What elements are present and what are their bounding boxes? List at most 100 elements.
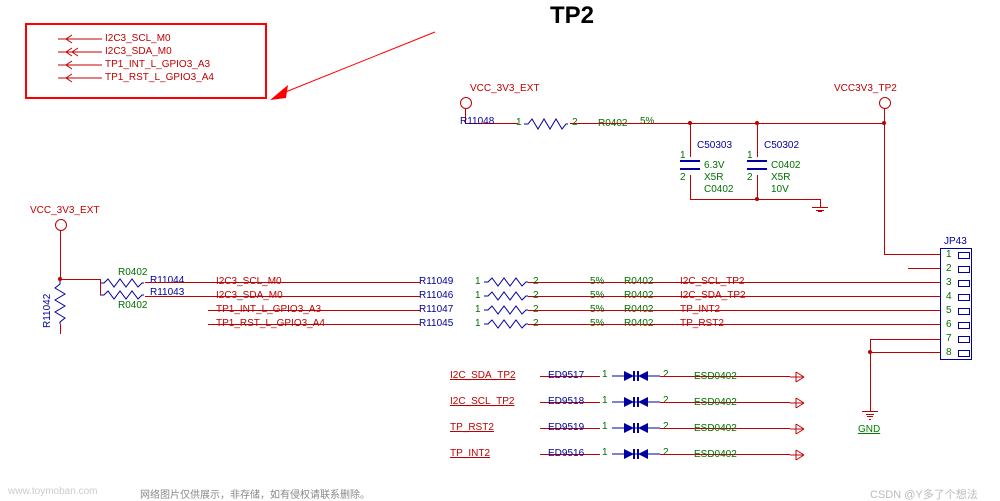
- pin-num: 1: [680, 150, 686, 161]
- watermark-right: CSDN @Y多了个想法: [870, 486, 978, 501]
- connector-pin: 7: [946, 333, 952, 344]
- net-label: I2C3_SDA_M0: [216, 290, 283, 301]
- net-label: TP_RST2: [680, 318, 724, 329]
- gnd-line4: [869, 419, 871, 420]
- footprint: R0402: [118, 300, 147, 311]
- wire: [884, 254, 940, 255]
- watermark-center: 网络图片仅供展示，非存储，如有侵权请联系删除。: [140, 486, 370, 501]
- wire: [870, 352, 940, 353]
- net-label: TP1_RST_L_GPIO3_A4: [105, 72, 214, 83]
- cap-value: 6.3V: [704, 160, 725, 171]
- offpage-icon: [58, 73, 102, 86]
- pin-pad: [958, 350, 970, 357]
- offpage-icon: [58, 34, 102, 47]
- gnd-line3: [867, 416, 873, 417]
- net-label: TP1_RST_L_GPIO3_A4: [216, 318, 325, 329]
- pin-pad: [958, 266, 970, 273]
- resistor-symbol: [100, 278, 144, 288]
- tvs-symbol: [612, 395, 660, 412]
- net-label: I2C3_SDA_M0: [105, 46, 172, 57]
- resistor-symbol: [484, 291, 528, 304]
- pin-num: 1: [602, 421, 608, 432]
- net-gnd: GND: [858, 424, 880, 435]
- pin-num: 2: [663, 369, 669, 380]
- junction: [58, 277, 62, 281]
- connector-ref: JP43: [944, 236, 967, 247]
- wire: [60, 324, 61, 334]
- cap-plate: [747, 168, 767, 170]
- ref-designator: C50303: [697, 140, 732, 151]
- tvs-symbol: [612, 369, 660, 386]
- pin-num: 1: [475, 290, 481, 301]
- cap-value: C0402: [771, 160, 800, 171]
- pin-num: 1: [475, 318, 481, 329]
- pin-num: 1: [602, 447, 608, 458]
- connector-pin: 2: [946, 263, 952, 274]
- pin-num: 2: [663, 421, 669, 432]
- watermark-left: www.toymoban.com: [8, 486, 97, 497]
- net-label: TP_INT2: [450, 448, 490, 459]
- ref-designator: C50302: [764, 140, 799, 151]
- ref-designator: ED9517: [548, 370, 584, 381]
- connector-pin: 5: [946, 305, 952, 316]
- ref-designator: R11049: [419, 276, 453, 287]
- gnd-symbol: [790, 422, 808, 439]
- tvs-symbol: [612, 447, 660, 464]
- wire: [528, 310, 940, 311]
- connector-pin: 8: [946, 347, 952, 358]
- net-label: I2C_SCL_TP2: [680, 276, 744, 287]
- net-label: I2C3_SCL_M0: [216, 276, 282, 287]
- ref-designator: R11048: [460, 116, 494, 127]
- footprint: ESD0402: [694, 449, 737, 460]
- wire: [60, 279, 100, 280]
- cap-plate: [680, 168, 700, 170]
- wire: [820, 199, 821, 207]
- wire: [690, 175, 691, 199]
- net-label: TP_INT2: [680, 304, 720, 315]
- ref-designator: R11047: [419, 304, 453, 315]
- ref-designator: ED9516: [548, 448, 584, 459]
- tvs-symbol: [612, 421, 660, 438]
- cap-value: X5R: [771, 172, 790, 183]
- wire: [100, 279, 101, 295]
- pin-num: 1: [475, 304, 481, 315]
- wire: [528, 324, 940, 325]
- resistor-symbol: [484, 277, 528, 290]
- junction: [868, 350, 872, 354]
- pin-pad: [958, 294, 970, 301]
- wire: [757, 175, 758, 199]
- wire: [145, 282, 420, 283]
- wire: [690, 123, 691, 157]
- net-label: I2C3_SCL_M0: [105, 33, 171, 44]
- pin-pad: [958, 336, 970, 343]
- wire: [908, 268, 940, 269]
- pin-num: 2: [663, 395, 669, 406]
- pin-num: 1: [475, 276, 481, 287]
- ref-designator: R11042: [42, 294, 53, 328]
- connector-pin: 6: [946, 319, 952, 330]
- footprint: R0402: [118, 267, 147, 278]
- pin-num: 1: [747, 150, 753, 161]
- gnd-symbol: [790, 396, 808, 413]
- resistor-symbol: [524, 118, 568, 130]
- wire: [884, 123, 885, 254]
- net-vcc-right: VCC3V3_TP2: [834, 83, 897, 94]
- wire: [60, 230, 61, 280]
- connector-pin: 3: [946, 277, 952, 288]
- pin-num: 1: [516, 117, 522, 128]
- net-label: I2C_SCL_TP2: [450, 396, 514, 407]
- connector-body: [940, 248, 972, 360]
- cap-value: X5R: [704, 172, 723, 183]
- wire: [870, 339, 940, 340]
- ref-designator: ED9519: [548, 422, 584, 433]
- pin-num: 1: [602, 369, 608, 380]
- schematic-title: TP2: [550, 2, 594, 30]
- resistor-symbol: [54, 280, 66, 324]
- ref-designator: R11044: [150, 275, 184, 286]
- cap-value: 10V: [771, 184, 789, 195]
- net-vcc-center: VCC_3V3_EXT: [470, 83, 539, 94]
- tolerance: 5%: [640, 116, 654, 127]
- connector-pin: 1: [946, 249, 952, 260]
- net-vcc-left: VCC_3V3_EXT: [30, 205, 99, 216]
- ref-designator: R11045: [419, 318, 453, 329]
